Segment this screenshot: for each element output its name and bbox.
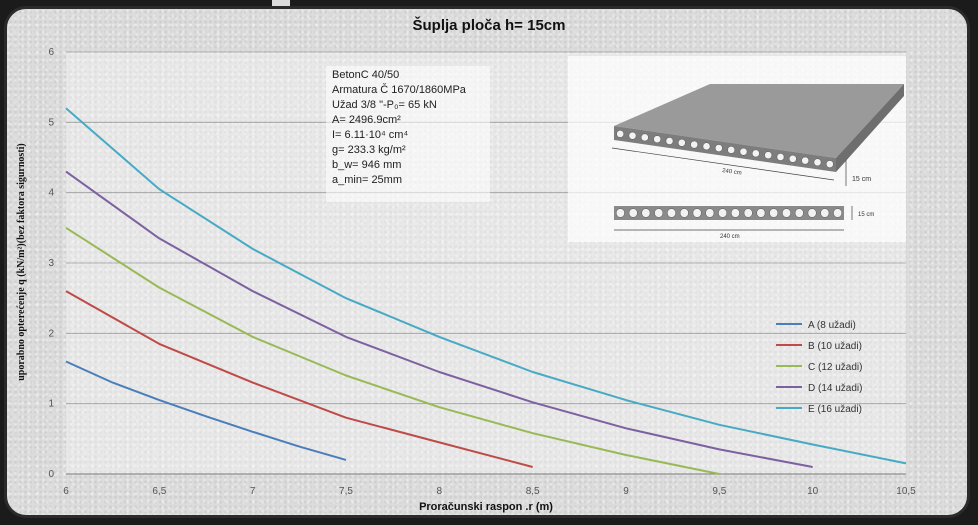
section-hole (692, 208, 702, 218)
x-tick-label: 7,5 (339, 486, 353, 497)
section-hole (730, 208, 740, 218)
section-hole (807, 208, 817, 218)
section-hole (769, 208, 779, 218)
y-tick-label: 5 (48, 117, 54, 128)
section-hole (615, 208, 625, 218)
info-box-background (326, 66, 490, 202)
y-tick-label: 1 (48, 399, 54, 410)
info-line-bw: b_w= 946 mm (332, 159, 401, 171)
slab-hole (653, 135, 662, 144)
x-tick-label: 9,5 (712, 486, 726, 497)
slab-hole (776, 153, 785, 161)
section-hole (641, 208, 651, 218)
chart-title: Šuplja ploča h= 15cm (413, 16, 566, 34)
x-tick-label: 7 (250, 486, 256, 497)
slab-height-label: 15 cm (852, 176, 871, 183)
slab-hole (677, 138, 686, 147)
section-hole (667, 208, 676, 218)
section-hole (718, 208, 728, 218)
slab-hole (825, 160, 834, 168)
series-line-d (65, 170, 813, 468)
section-hole (628, 208, 638, 218)
section-hole (705, 208, 715, 218)
section-hole (654, 208, 664, 218)
series-line-e (65, 107, 907, 465)
slab-hole (813, 158, 822, 167)
chart-frame (4, 6, 970, 518)
slab-front-holes (616, 130, 834, 168)
section-hole (820, 208, 830, 218)
series-line-c (65, 226, 720, 475)
slab-hole (739, 147, 748, 156)
info-box: BetonC 40/50 Armatura Č 1670/1860MPa Uža… (326, 66, 490, 202)
x-tick-label: 8,5 (526, 486, 540, 497)
slab-side-face (836, 84, 904, 172)
section-hole (833, 208, 843, 218)
y-tick-label: 4 (48, 188, 54, 199)
slab-hole (628, 131, 637, 140)
y-tick-label: 6 (48, 47, 54, 58)
x-tick-label: 10 (807, 486, 819, 497)
slab-hole (727, 146, 736, 154)
info-line-weight: g= 233.3 kg/m² (332, 144, 406, 156)
x-tick-labels: 6 6,5 7 7,5 8 8,5 9 9,5 10 10,5 (63, 486, 916, 497)
legend-label: E (16 užadi) (808, 404, 862, 415)
slab-hole (702, 142, 711, 151)
y-tick-label: 3 (48, 258, 54, 269)
section-hole (743, 208, 753, 218)
slab-hole (616, 130, 625, 138)
x-tick-label: 8 (437, 486, 443, 497)
slab-hole (714, 144, 723, 152)
legend-label: A (8 užadi) (808, 320, 856, 331)
section-hole (679, 208, 689, 218)
slab-top-face (614, 84, 904, 158)
section-height-label: 15 cm (858, 212, 874, 218)
section-hole (782, 208, 791, 218)
x-tick-label: 9 (623, 486, 629, 497)
section-hole (794, 208, 804, 218)
y-axis-label: uporabno opterećenje q (kN/m²)(bez fakto… (16, 143, 27, 381)
x-tick-label: 6 (63, 486, 69, 497)
slab-hole (751, 149, 760, 158)
series-lines (65, 107, 907, 475)
slab-hole (764, 151, 773, 160)
slab-width-dimension-line (611, 147, 835, 181)
info-line-concrete: BetonC 40/50 (332, 69, 399, 81)
slab-section-holes (615, 208, 843, 218)
series-line-a (65, 360, 347, 461)
y-tick-labels: 0 1 2 3 4 5 6 (48, 47, 54, 480)
series-line-b (65, 290, 533, 468)
info-line-amin: a_min= 25mm (332, 174, 402, 186)
x-tick-label: 10,5 (896, 486, 916, 497)
slab-hole (788, 154, 797, 163)
y-tick-label: 0 (48, 469, 54, 480)
y-tick-label: 2 (48, 328, 54, 339)
legend-label: C (12 užadi) (808, 362, 862, 373)
info-line-reinforcement: Armatura Č 1670/1860MPa (332, 83, 467, 96)
legend-label: B (10 užadi) (808, 341, 862, 352)
x-tick-label: 6,5 (152, 486, 166, 497)
section-width-label: 240 cm (720, 234, 740, 240)
legend: A (8 užadi) B (10 užadi) C (12 užadi) D (14… (776, 320, 862, 415)
x-axis-label: Proračunski raspon .r (m) (419, 501, 553, 513)
info-line-inertia: I= 6.11·10⁴ cm⁴ (332, 129, 408, 141)
slab-hole (640, 133, 649, 142)
slab-hole (801, 156, 810, 165)
slab-width-label: 240 cm (722, 168, 742, 177)
slab-illustration: 240 cm 15 cm 240 cm 15 cm (568, 56, 906, 242)
info-line-area: A= 2496.9cm² (332, 114, 401, 126)
slab-hole (690, 140, 699, 149)
legend-label: D (14 užadi) (808, 383, 862, 394)
info-line-strand: Užad 3/8 "-P₀= 65 kN (332, 99, 437, 111)
slab-hole (665, 137, 674, 145)
section-hole (756, 208, 766, 218)
